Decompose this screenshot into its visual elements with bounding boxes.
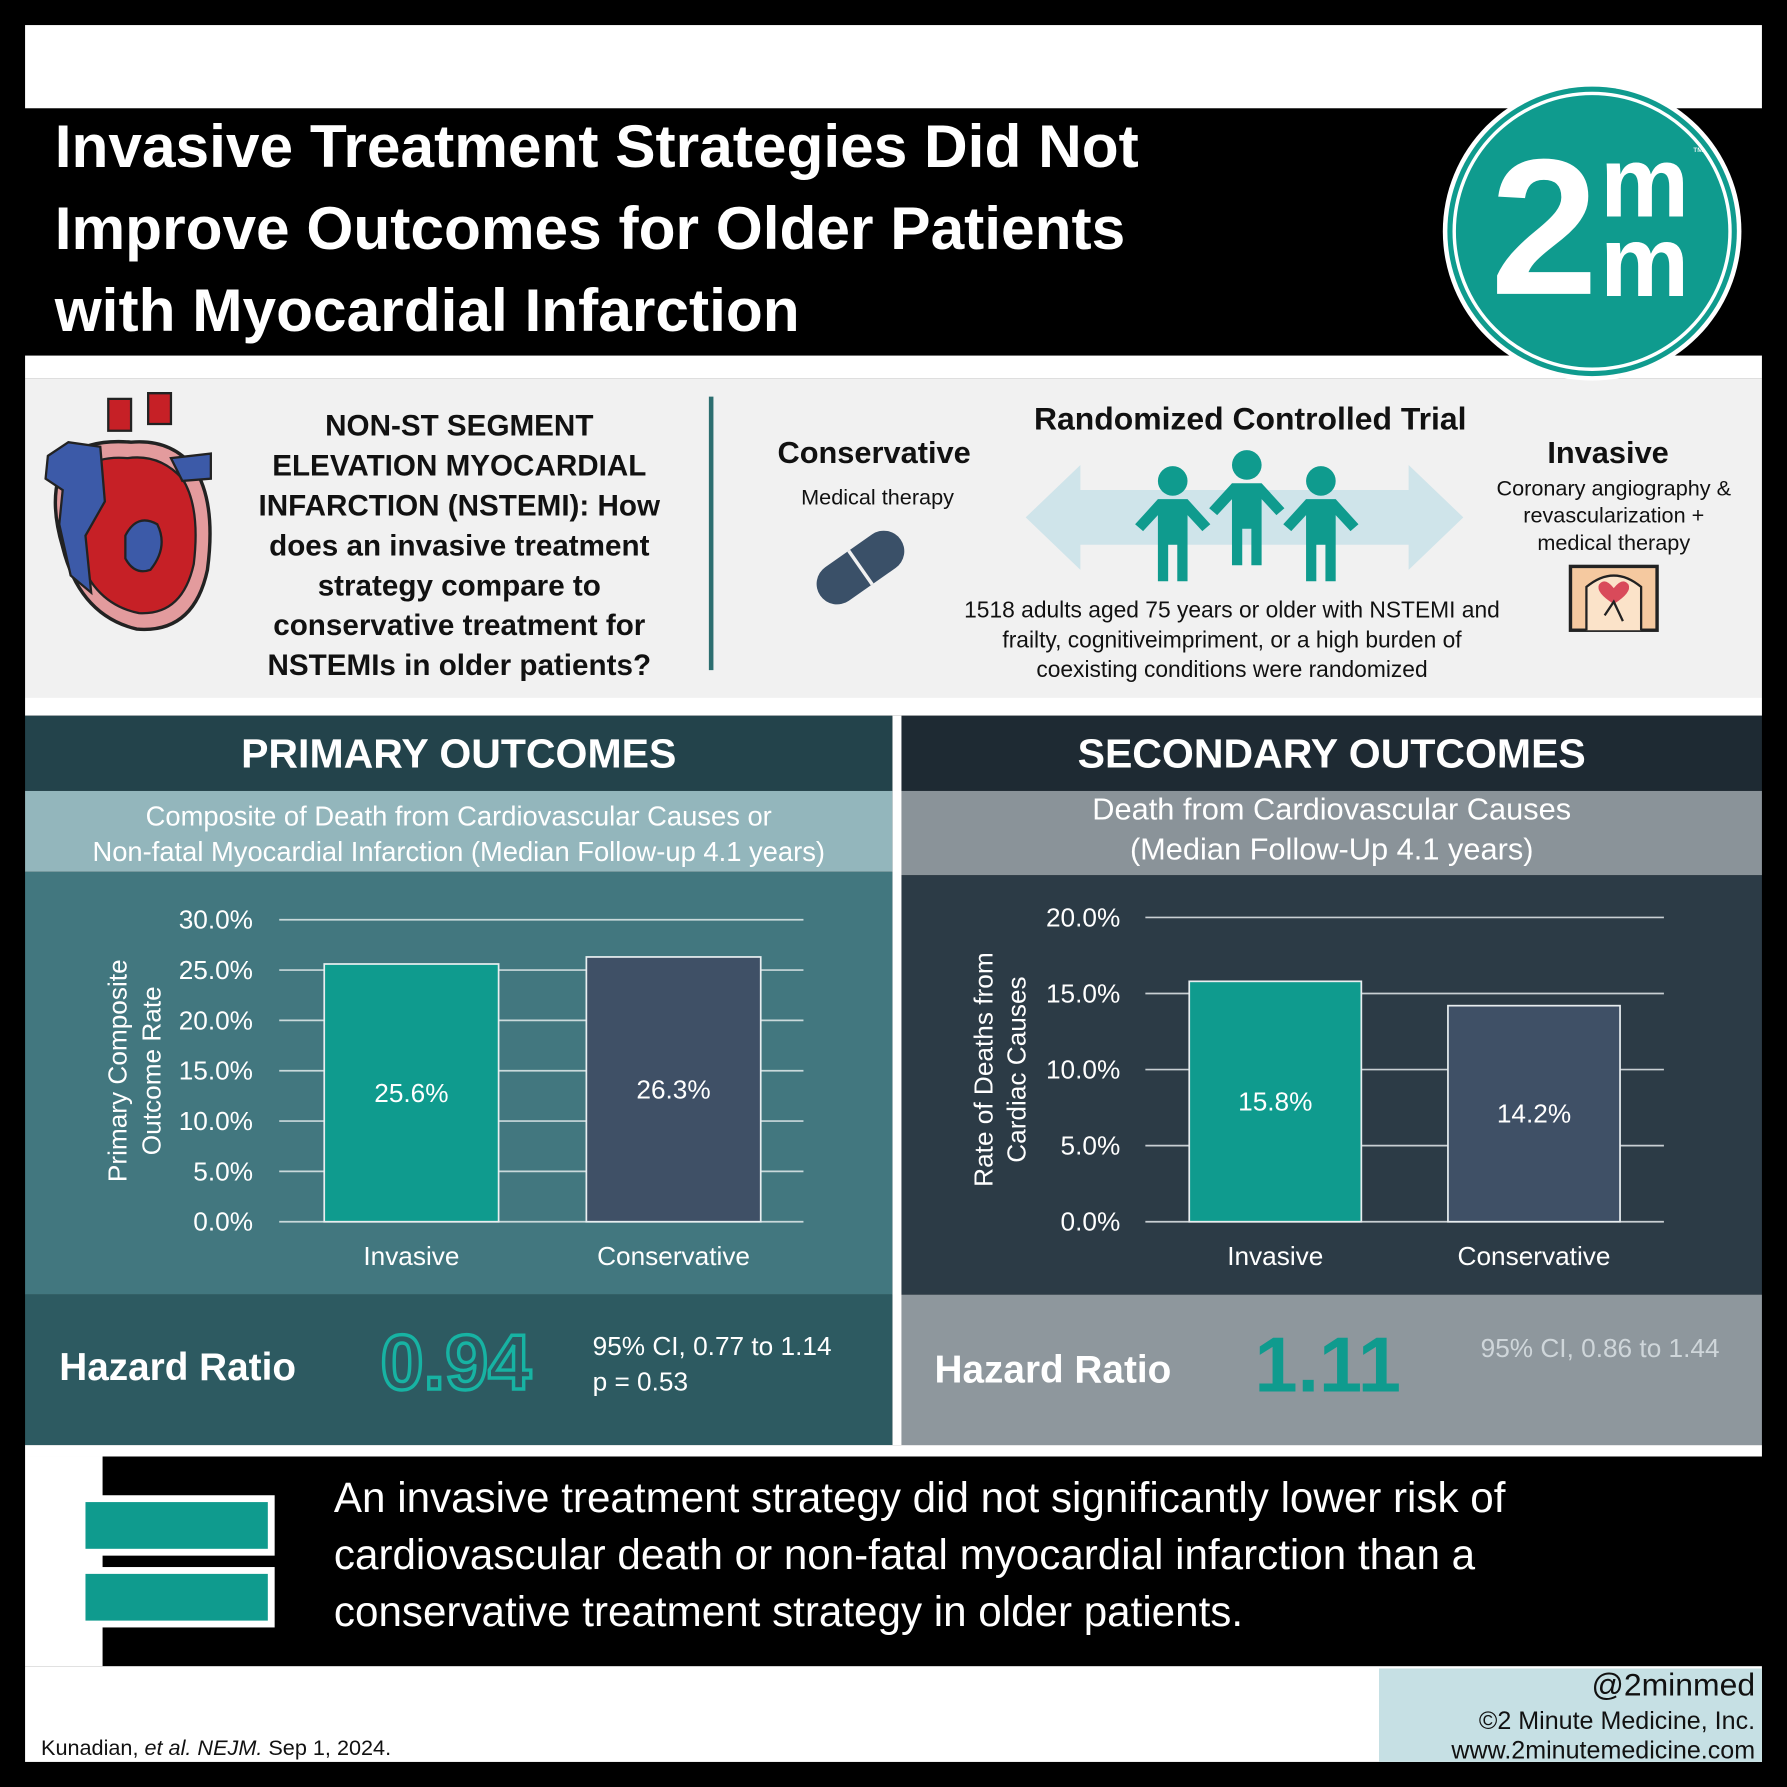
hazard-band bbox=[901, 1294, 1762, 1446]
arm-description: medical therapy bbox=[1537, 530, 1690, 555]
value-label: 26.3% bbox=[636, 1074, 710, 1104]
y-tick-label: 5.0% bbox=[1061, 1131, 1121, 1161]
title: with Myocardial Infarction bbox=[54, 276, 800, 344]
conclusion: conservative treatment strategy in older… bbox=[334, 1588, 1243, 1635]
population: frailty, cognitiveimpriment, or a high b… bbox=[1002, 626, 1462, 652]
bar bbox=[1447, 1004, 1621, 1223]
title: Improve Outcomes for Older Patients bbox=[55, 194, 1126, 262]
hazard-details: 95% CI, 0.86 to 1.44 bbox=[1481, 1333, 1720, 1363]
heart-icon bbox=[44, 392, 212, 632]
y-tick-label: 0.0% bbox=[193, 1207, 253, 1237]
hazard-details: 95% CI, 0.77 to 1.14 bbox=[593, 1331, 832, 1361]
question: NON-ST SEGMENT bbox=[325, 410, 593, 443]
x-tick-label: Invasive bbox=[1227, 1241, 1323, 1271]
arm-name: Conservative bbox=[778, 435, 971, 470]
pill-icon bbox=[816, 530, 905, 605]
panel-subtitle: Non-fatal Myocardial Infarction (Median … bbox=[92, 836, 825, 867]
arm-description: Coronary angiography & bbox=[1496, 475, 1731, 500]
hazard-label: Hazard Ratio bbox=[935, 1348, 1172, 1391]
y-tick-label: 5.0% bbox=[193, 1156, 253, 1186]
procedure-icon bbox=[1568, 564, 1659, 632]
handle: @2minmed bbox=[1591, 1666, 1755, 1702]
conclusion-icon bbox=[78, 1567, 275, 1628]
hazard-value: 0.94 bbox=[380, 1320, 531, 1406]
hazard-band bbox=[25, 1294, 893, 1446]
x-tick-label: Invasive bbox=[363, 1241, 459, 1271]
panel-title: PRIMARY OUTCOMES bbox=[241, 730, 676, 776]
x-tick-label: Conservative bbox=[1458, 1241, 1611, 1271]
arm-name: Invasive bbox=[1547, 435, 1668, 470]
citation: Kunadian, et al. NEJM. Sep 1, 2024. bbox=[41, 1735, 391, 1760]
citation-part: Sep 1, 2024. bbox=[262, 1735, 391, 1760]
logo-text: m bbox=[1600, 206, 1689, 318]
arm-description: Medical therapy bbox=[801, 484, 954, 509]
panel-header bbox=[901, 715, 1762, 791]
y-tick-label: 10.0% bbox=[1046, 1055, 1120, 1085]
logo-ring bbox=[1452, 91, 1732, 371]
value-label: 14.2% bbox=[1497, 1099, 1571, 1129]
y-tick-label: 20.0% bbox=[1046, 902, 1120, 932]
question: strategy compare to bbox=[318, 569, 601, 602]
hazard-value: 1.11 bbox=[1254, 1322, 1401, 1408]
y-axis-label: Cardiac Causes bbox=[1002, 976, 1032, 1162]
conclusion: cardiovascular death or non-fatal myocar… bbox=[334, 1531, 1476, 1578]
conclusion: An invasive treatment strategy did not s… bbox=[334, 1474, 1506, 1521]
panel-header bbox=[25, 715, 893, 791]
population: coexisting conditions were randomized bbox=[1036, 656, 1427, 682]
trademark: ™ bbox=[1692, 147, 1703, 159]
y-axis-label: Primary Composite bbox=[102, 959, 132, 1182]
credit-box bbox=[1378, 1668, 1762, 1762]
y-tick-label: 25.0% bbox=[179, 955, 253, 985]
logo-text: m bbox=[1600, 126, 1689, 238]
bar bbox=[323, 963, 500, 1223]
top-band bbox=[25, 25, 1762, 109]
y-axis-label: Rate of Deaths from bbox=[969, 952, 999, 1186]
spacer bbox=[25, 1445, 1762, 1457]
question: ELEVATION MYOCARDIAL bbox=[272, 450, 646, 483]
y-tick-label: 20.0% bbox=[179, 1005, 253, 1035]
hazard-details: p = 0.53 bbox=[593, 1366, 688, 1396]
x-tick-label: Conservative bbox=[597, 1241, 750, 1271]
question: does an invasive treatment bbox=[269, 529, 649, 562]
question: conservative treatment for bbox=[273, 609, 646, 642]
panel-subtitle: Death from Cardiovascular Causes bbox=[1092, 792, 1571, 827]
question: INFARCTION (NSTEMI): How bbox=[259, 490, 661, 523]
trial-title: Randomized Controlled Trial bbox=[1034, 400, 1467, 436]
value-label: 15.8% bbox=[1238, 1087, 1312, 1117]
title: Invasive Treatment Strategies Did Not bbox=[55, 112, 1139, 180]
copyright: ©2 Minute Medicine, Inc. bbox=[1479, 1707, 1755, 1735]
people-icon bbox=[1135, 450, 1359, 582]
citation-part: NEJM. bbox=[191, 1735, 262, 1760]
panel-subheader bbox=[25, 790, 893, 872]
panel-title: SECONDARY OUTCOMES bbox=[1078, 730, 1586, 776]
panel-subtitle: (Median Follow-Up 4.1 years) bbox=[1130, 832, 1534, 867]
logo bbox=[1447, 86, 1737, 377]
citation-part: et al. bbox=[145, 1735, 192, 1760]
spacer bbox=[25, 355, 1762, 379]
y-tick-label: 0.0% bbox=[1061, 1207, 1121, 1237]
y-tick-label: 10.0% bbox=[179, 1106, 253, 1136]
y-tick-label: 15.0% bbox=[1046, 979, 1120, 1009]
citation-part: Kunadian, bbox=[41, 1735, 144, 1760]
y-tick-label: 15.0% bbox=[179, 1056, 253, 1086]
spacer bbox=[892, 715, 902, 1446]
spacer bbox=[25, 697, 1762, 716]
y-axis-label: Outcome Rate bbox=[137, 986, 167, 1155]
question: NSTEMIs in older patients? bbox=[268, 649, 652, 682]
spacer bbox=[25, 1456, 103, 1667]
hazard-label: Hazard Ratio bbox=[59, 1346, 296, 1389]
bar bbox=[585, 956, 762, 1223]
y-tick-label: 30.0% bbox=[179, 905, 253, 935]
bar bbox=[1188, 980, 1363, 1223]
population: 1518 adults aged 75 years or older with … bbox=[964, 597, 1500, 623]
website: www.2minutemedicine.com bbox=[1450, 1737, 1755, 1765]
conclusion-icon bbox=[78, 1495, 275, 1556]
panel-subheader bbox=[901, 790, 1762, 876]
arm-description: revascularization + bbox=[1523, 503, 1704, 528]
panel-subtitle: Composite of Death from Cardiovascular C… bbox=[146, 801, 772, 832]
value-label: 25.6% bbox=[374, 1078, 448, 1108]
logo-text: 2 bbox=[1490, 120, 1598, 336]
